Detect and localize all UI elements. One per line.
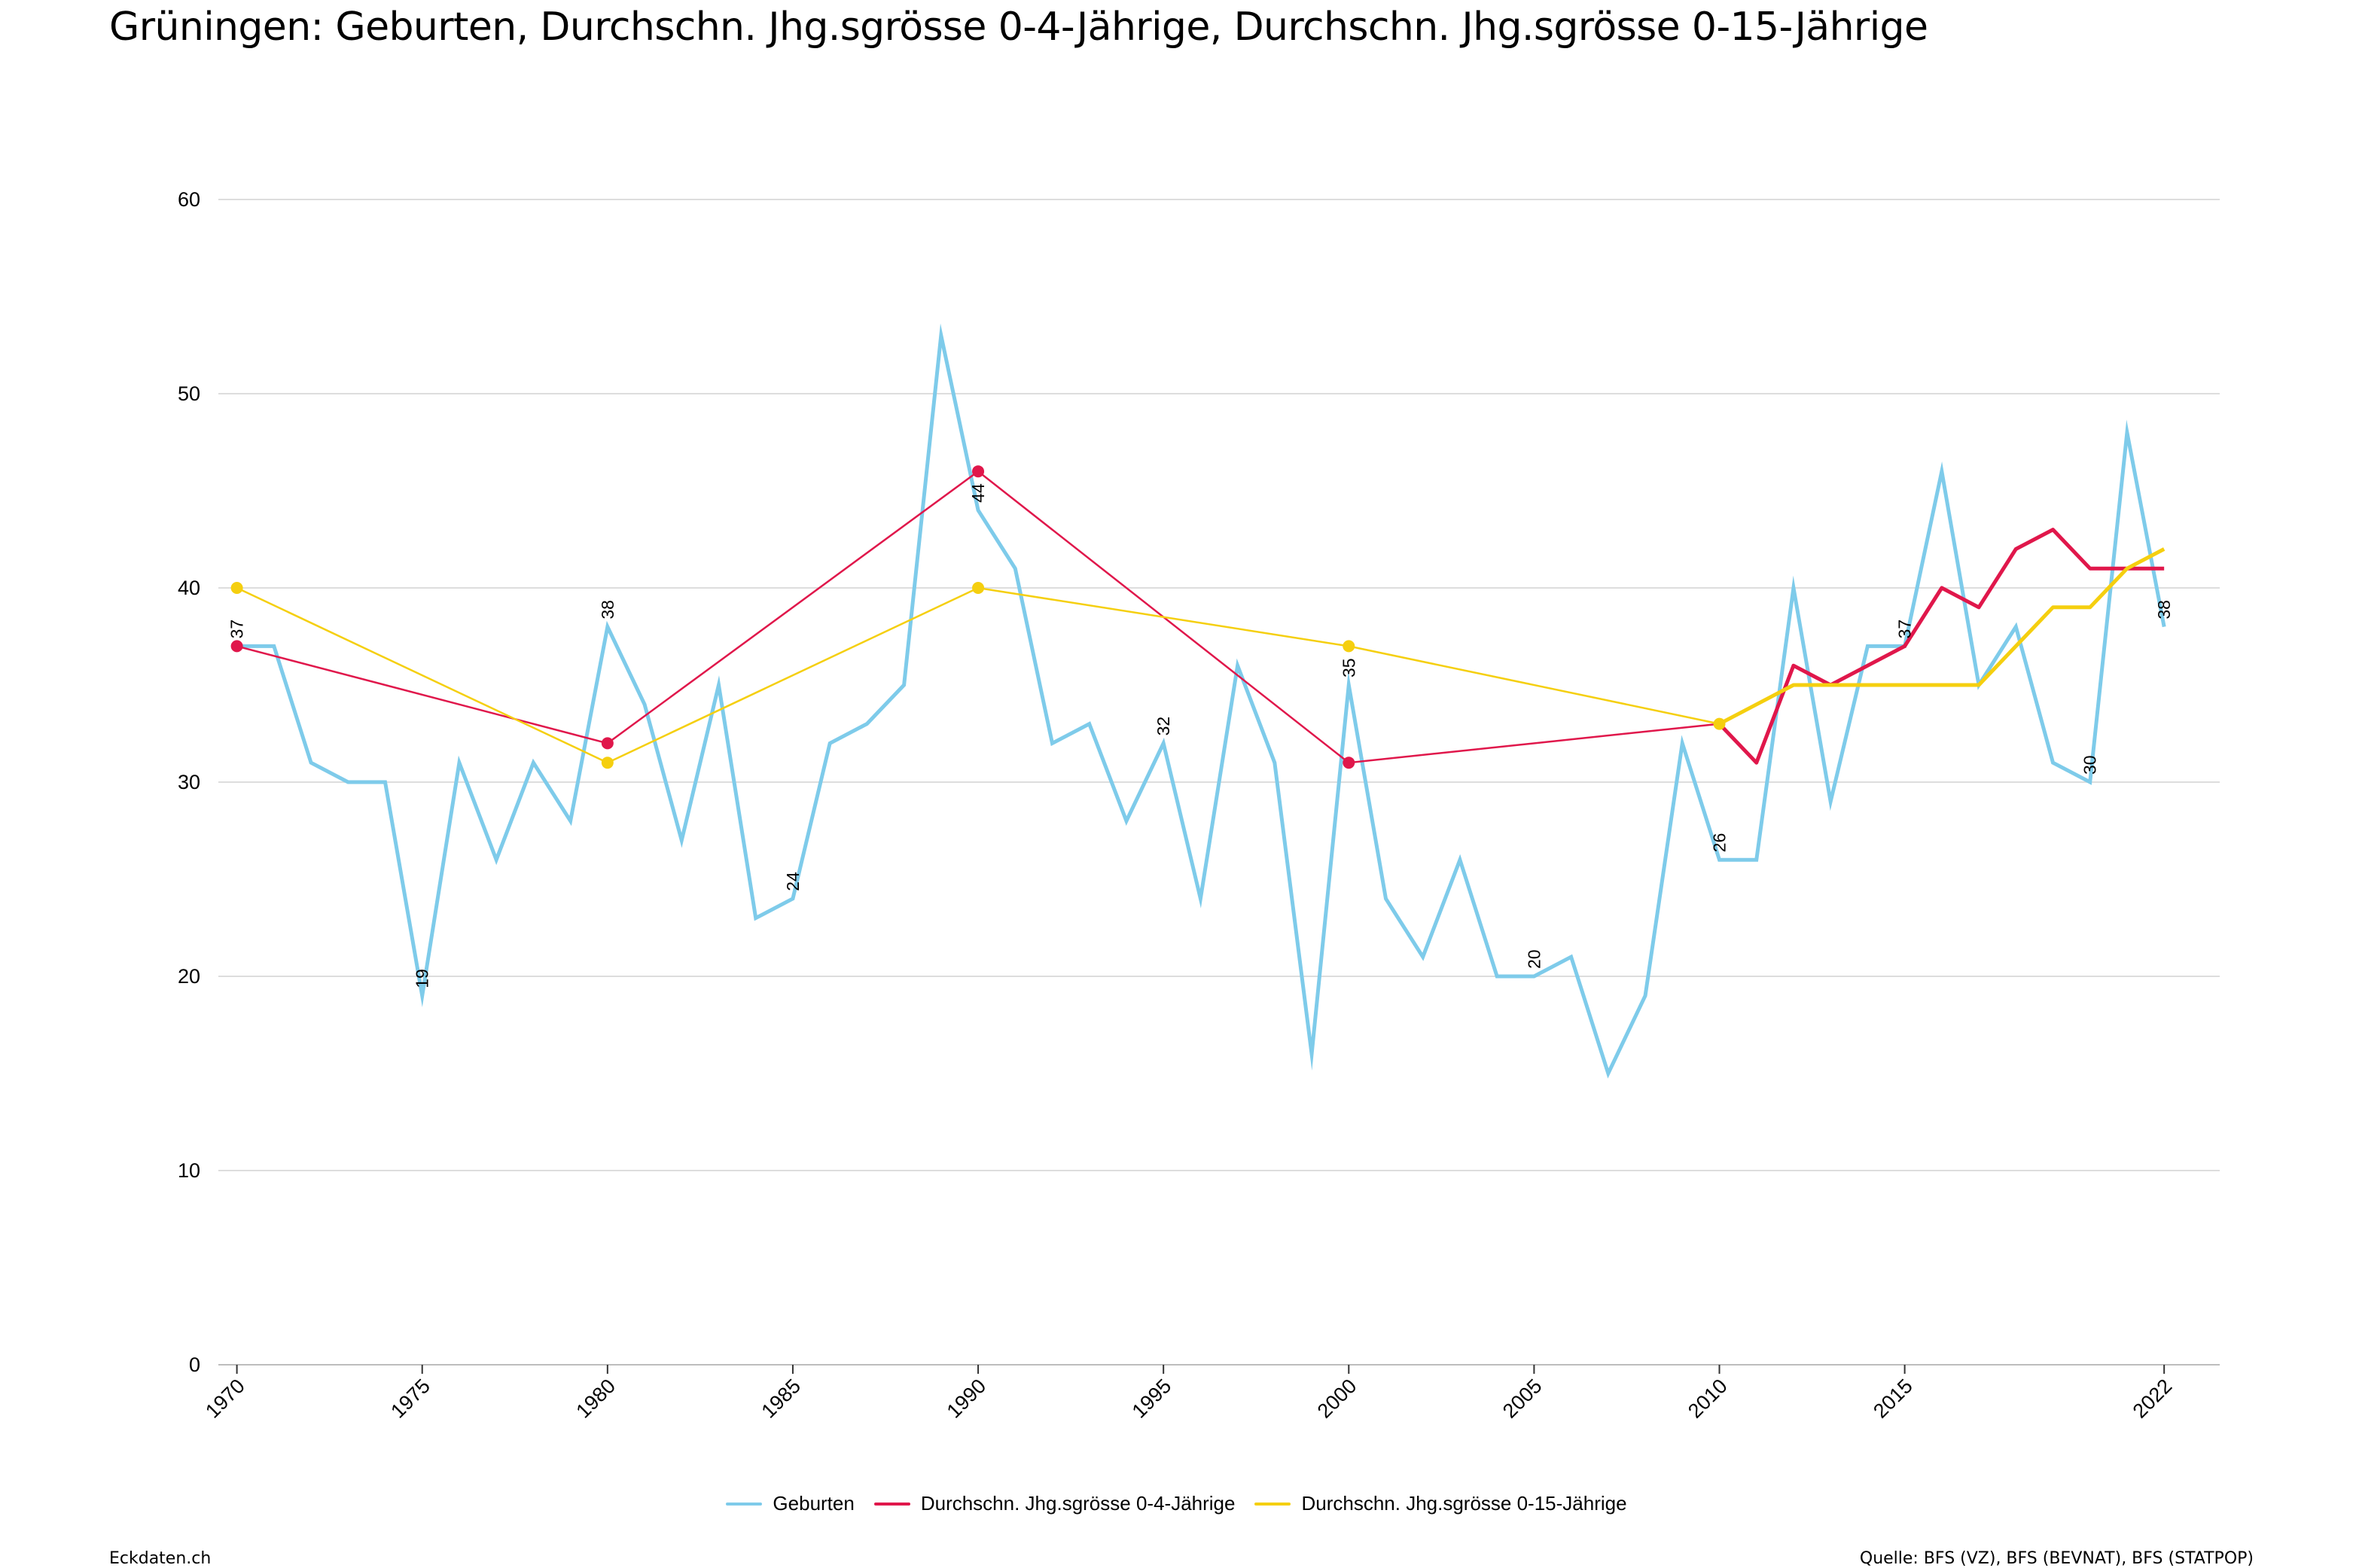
series-2-marker (1343, 640, 1355, 653)
series-2-marker (972, 582, 985, 594)
series-2-marker (601, 757, 614, 769)
series-1-line-census (236, 470, 1720, 764)
data-labels: 37 19 38 24 44 32 35 20 26 37 30 38 (227, 483, 2175, 988)
data-label: 37 (1895, 620, 1915, 639)
series-1-marker (1343, 757, 1355, 769)
data-label: 30 (2080, 755, 2100, 775)
series-0-line (236, 323, 2166, 1079)
legend-swatch (1254, 1502, 1291, 1506)
legend-swatch (873, 1502, 910, 1506)
series-lines (236, 323, 2166, 1079)
y-tick-label: 30 (178, 771, 200, 793)
legend-item-geburten[interactable]: Geburten (726, 1492, 855, 1515)
data-label: 38 (2154, 600, 2174, 620)
series-1-marker (230, 640, 243, 653)
chart-title: Grüningen: Geburten, Durchschn. Jhg.sgrö… (109, 5, 1928, 50)
x-tick-label: 1980 (571, 1375, 620, 1423)
data-label: 20 (1524, 949, 1544, 969)
footer-brand: Eckdaten.ch (109, 1549, 212, 1568)
data-label: 19 (413, 969, 432, 988)
x-tick-label: 2000 (1313, 1375, 1361, 1423)
series-2-marker (230, 582, 243, 594)
x-tick-label: 2015 (1869, 1375, 1917, 1423)
gridlines (218, 199, 2220, 1366)
data-label: 26 (1710, 833, 1730, 853)
data-label: 35 (1339, 658, 1358, 677)
y-tick-label: 50 (178, 382, 200, 405)
legend-swatch (726, 1502, 763, 1506)
series-2-line-annual (1718, 547, 2166, 726)
series-1-marker (601, 737, 614, 750)
series-1-marker (972, 465, 985, 478)
y-tick-label: 60 (178, 188, 200, 211)
x-tick-label: 2022 (2129, 1375, 2177, 1423)
x-tick-label: 1995 (1128, 1375, 1176, 1423)
x-tick-label: 1975 (386, 1375, 434, 1423)
series-1-line-annual (1718, 528, 2165, 765)
footer-source: Quelle: BFS (VZ), BFS (BEVNAT), BFS (STA… (1859, 1549, 2254, 1568)
legend-label: Durchschn. Jhg.sgrösse 0-4-Jährige (920, 1492, 1236, 1515)
series-2-marker (1713, 717, 1726, 730)
legend-label: Durchschn. Jhg.sgrösse 0-15-Jährige (1301, 1492, 1627, 1515)
legend-item-0-15[interactable]: Durchschn. Jhg.sgrösse 0-15-Jährige (1254, 1492, 1627, 1515)
legend-item-0-4[interactable]: Durchschn. Jhg.sgrösse 0-4-Jährige (873, 1492, 1236, 1515)
data-label: 44 (968, 483, 988, 503)
series-markers (230, 465, 1726, 769)
x-tick-label: 1990 (943, 1375, 991, 1423)
data-label: 37 (227, 620, 247, 639)
legend-label: Geburten (773, 1492, 855, 1515)
data-label: 24 (783, 872, 803, 891)
chart-legend: Geburten Durchschn. Jhg.sgrösse 0-4-Jähr… (0, 1492, 2353, 1515)
y-tick-label: 0 (189, 1353, 200, 1376)
x-tick-label: 1985 (757, 1375, 805, 1423)
x-tick-label: 1970 (201, 1375, 249, 1423)
data-label: 32 (1154, 717, 1173, 736)
y-tick-label: 40 (178, 577, 200, 599)
y-tick-label: 10 (178, 1159, 200, 1182)
series-2-line-census (236, 586, 1720, 764)
y-tick-label: 20 (178, 965, 200, 988)
data-label: 38 (598, 600, 617, 620)
x-tick-label: 2010 (1684, 1375, 1732, 1423)
x-tick-label: 2005 (1498, 1375, 1547, 1423)
